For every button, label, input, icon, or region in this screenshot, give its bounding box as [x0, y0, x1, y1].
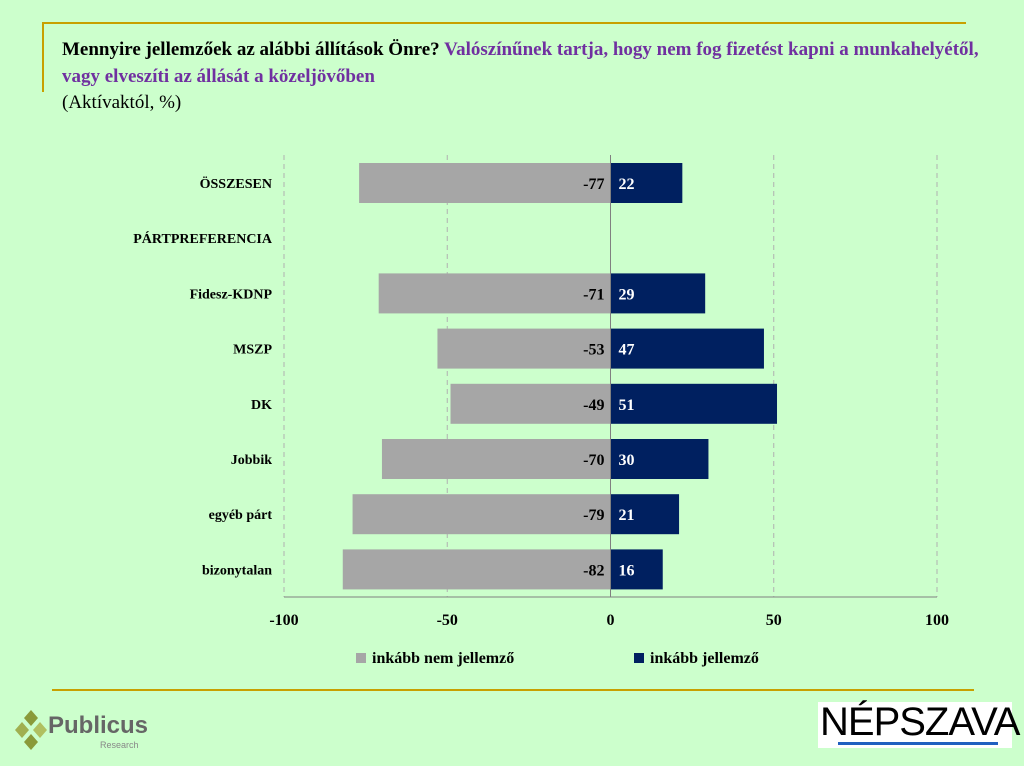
- data-label: 16: [619, 562, 635, 579]
- bar-negative: [352, 494, 611, 535]
- bottom-rule: [52, 689, 974, 691]
- bar-positive: [610, 163, 683, 203]
- bar-negative: [381, 439, 611, 479]
- left-rule: [42, 22, 44, 92]
- bar-positive: [610, 383, 778, 424]
- x-tick-label: -50: [437, 612, 458, 629]
- data-label: 51: [619, 397, 635, 414]
- bar-positive: [610, 494, 680, 535]
- data-label: -71: [583, 286, 604, 303]
- category-label: ÖSSZESEN: [200, 175, 272, 192]
- bar-negative: [437, 328, 611, 369]
- chart-subtitle: (Aktívaktól, %): [62, 92, 182, 113]
- title-question: Mennyire jellemzőek az alábbi állítások …: [62, 39, 440, 60]
- category-label: Jobbik: [231, 453, 272, 468]
- legend-item-jellemzo: inkább jellemző: [634, 650, 759, 668]
- bar-negative: [359, 163, 611, 203]
- bar-positive: [610, 549, 663, 590]
- x-tick-label: 50: [766, 612, 782, 629]
- nepszava-logo-bar: [838, 742, 998, 745]
- bar-negative: [342, 549, 611, 590]
- nepszava-logo-text: NÉPSZAVA: [820, 700, 1020, 744]
- category-label: Fidesz-KDNP: [190, 287, 273, 302]
- category-label: bizonytalan: [202, 563, 272, 578]
- publicus-logo-sub: Research: [100, 740, 139, 750]
- bar-negative: [378, 273, 611, 314]
- legend-label: inkább jellemző: [650, 650, 759, 667]
- data-label: -77: [583, 176, 604, 193]
- legend-swatch: [634, 653, 644, 663]
- legend-label: inkább nem jellemző: [372, 650, 515, 667]
- x-tick-label: 100: [925, 612, 949, 629]
- data-label: 30: [619, 452, 635, 469]
- bar-positive: [610, 328, 764, 369]
- chart-title: Mennyire jellemzőek az alábbi állítások …: [62, 36, 982, 90]
- bar-positive: [610, 439, 709, 479]
- publicus-logo-icon: [15, 710, 47, 750]
- legend-item-nem: inkább nem jellemző: [356, 650, 514, 668]
- bar-positive: [610, 273, 706, 314]
- data-label: -49: [583, 397, 604, 414]
- category-label: PÁRTPREFERENCIA: [133, 230, 273, 247]
- data-label: -82: [583, 562, 604, 579]
- data-label: 29: [619, 286, 635, 303]
- data-label: -79: [583, 507, 604, 524]
- data-label: 22: [619, 176, 635, 193]
- publicus-logo: Publicus: [48, 712, 149, 739]
- nepszava-logo: NÉPSZAVA: [818, 700, 1020, 748]
- data-label: -53: [583, 342, 604, 359]
- category-label: egyéb párt: [209, 508, 273, 523]
- category-label: MSZP: [233, 343, 272, 358]
- top-rule: [42, 22, 966, 24]
- legend-swatch: [356, 653, 366, 663]
- category-label: DK: [251, 398, 272, 413]
- data-label: 21: [619, 507, 635, 524]
- data-label: -70: [583, 452, 604, 469]
- x-tick-label: 0: [607, 612, 615, 629]
- data-label: 47: [619, 342, 635, 359]
- bar-negative: [450, 383, 611, 424]
- title-statement: Valószínűnek tartja, hogy nem fog fizeté…: [62, 39, 979, 87]
- x-tick-label: -100: [269, 612, 298, 629]
